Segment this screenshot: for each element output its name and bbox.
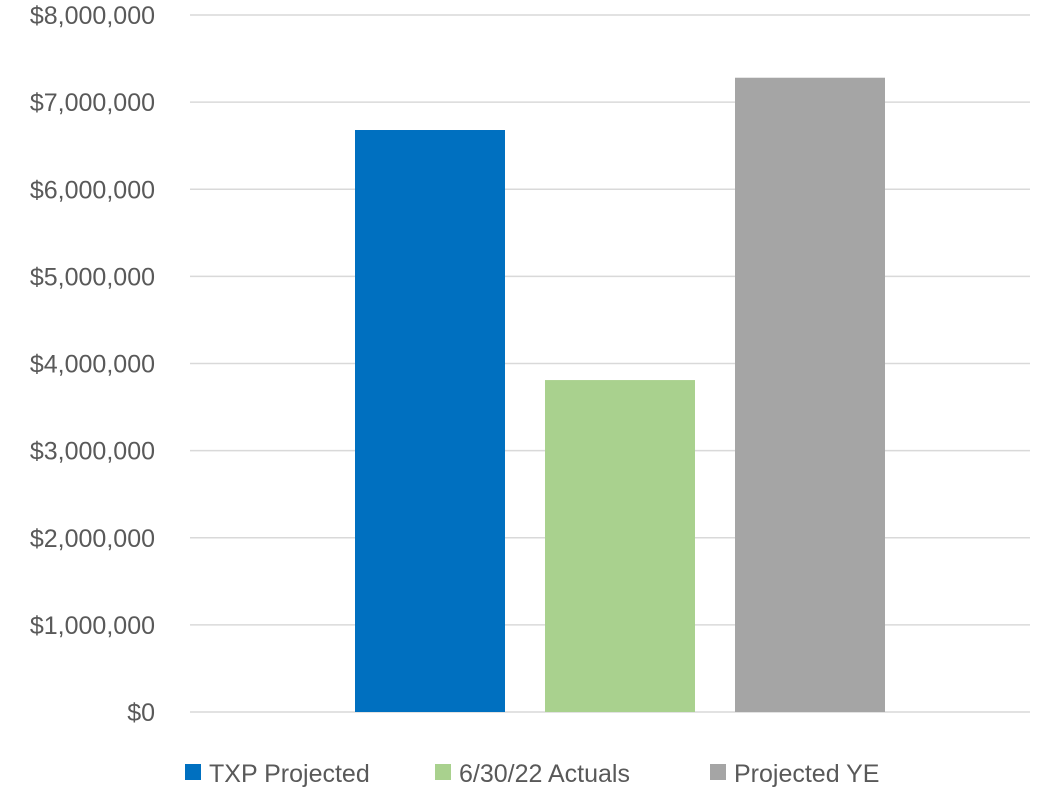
legend-label: Projected YE — [734, 760, 879, 788]
y-tick-label: $4,000,000 — [30, 351, 155, 379]
bar-txp-projected — [355, 130, 505, 712]
legend-label: 6/30/22 Actuals — [459, 760, 630, 788]
y-tick-label: $7,000,000 — [30, 89, 155, 117]
legend-swatch — [435, 764, 451, 780]
y-tick-label: $2,000,000 — [30, 525, 155, 553]
bar-6-30-22-actuals — [545, 380, 695, 712]
y-tick-label: $3,000,000 — [30, 438, 155, 466]
y-tick-label: $5,000,000 — [30, 263, 155, 291]
gridlines — [190, 14, 1030, 713]
y-tick-label: $6,000,000 — [30, 176, 155, 204]
bar-projected-ye — [735, 77, 885, 713]
legend-swatch — [185, 764, 201, 780]
bars — [355, 77, 885, 713]
legend-item: Projected YE — [710, 760, 879, 788]
legend-label: TXP Projected — [209, 760, 370, 788]
legend-item: 6/30/22 Actuals — [435, 760, 630, 788]
legend-swatch — [710, 764, 726, 780]
y-tick-label: $1,000,000 — [30, 612, 155, 640]
legend-item: TXP Projected — [185, 760, 370, 788]
y-axis-tick-labels: $0 $1,000,000 $2,000,000 $3,000,000 $4,000,0… — [30, 2, 155, 727]
legend: TXP Projected 6/30/22 Actuals Projected YE — [185, 760, 879, 788]
y-tick-label: $8,000,000 — [30, 2, 155, 30]
y-tick-label: $0 — [127, 699, 155, 727]
